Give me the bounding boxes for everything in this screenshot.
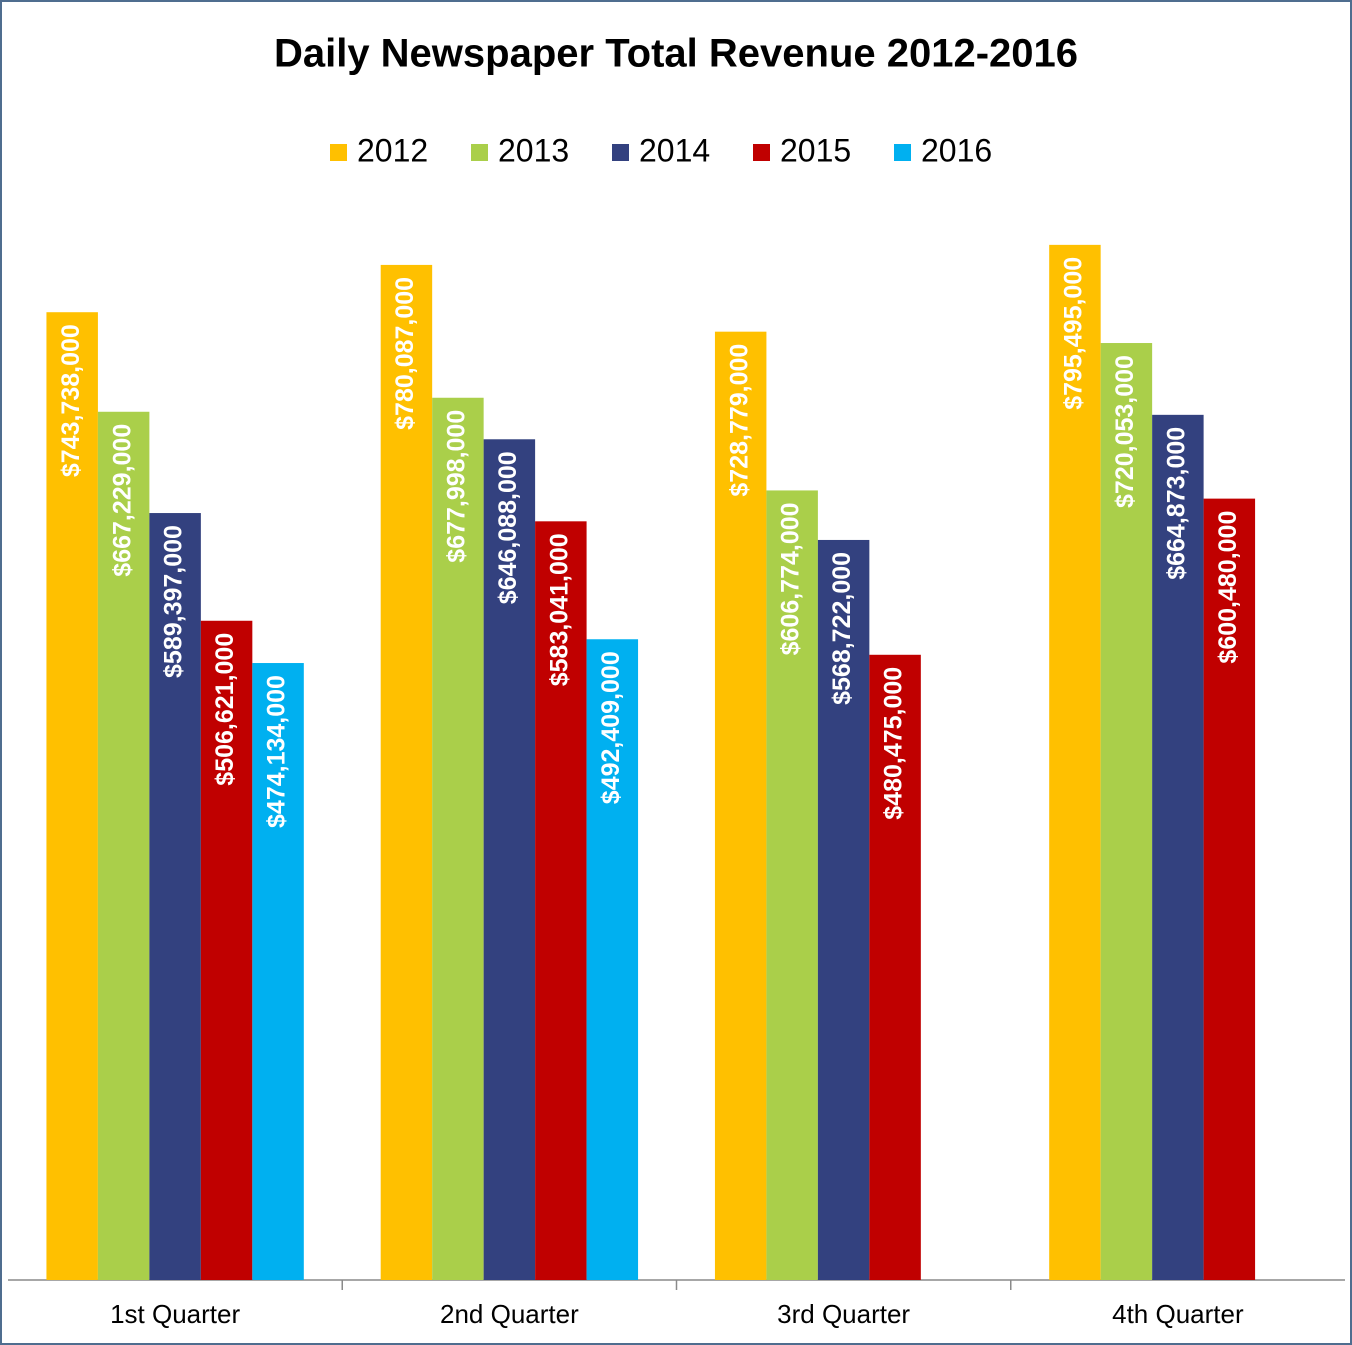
legend-swatch [753, 144, 770, 161]
bar [1152, 414, 1204, 1281]
x-tick-label: 4th Quarter [1112, 1299, 1244, 1329]
bar [714, 331, 767, 1280]
value-label: $720,053,000 [1111, 355, 1139, 508]
x-tick-label: 2nd Quarter [440, 1299, 579, 1329]
bar [1203, 498, 1256, 1281]
x-tick-label: 3rd Quarter [777, 1299, 910, 1329]
value-label: $606,774,000 [777, 502, 805, 655]
x-tick-label: 1st Quarter [110, 1299, 240, 1329]
bar [817, 539, 870, 1280]
bar [766, 490, 818, 1281]
legend-label: 2016 [921, 132, 992, 168]
bar [97, 411, 150, 1280]
legend-swatch [330, 144, 347, 161]
bar [1100, 343, 1153, 1281]
value-label: $677,998,000 [443, 410, 471, 563]
legend-label: 2014 [639, 132, 710, 168]
bar [869, 654, 921, 1280]
legend-swatch [894, 144, 911, 161]
bar [432, 397, 484, 1280]
value-label: $480,475,000 [880, 667, 908, 820]
value-label: $780,087,000 [391, 277, 419, 430]
legend-label: 2013 [498, 132, 569, 168]
value-label: $506,621,000 [211, 633, 239, 786]
legend-swatch [471, 144, 488, 161]
value-label: $492,409,000 [597, 651, 625, 804]
legend-swatch [612, 144, 629, 161]
bar [586, 639, 639, 1280]
value-label: $795,495,000 [1060, 257, 1088, 410]
bar [252, 663, 304, 1280]
value-label: $474,134,000 [263, 675, 291, 828]
value-label: $583,041,000 [545, 533, 573, 686]
legend-label: 2012 [357, 132, 428, 168]
value-label: $646,088,000 [494, 451, 522, 604]
bar [149, 513, 201, 1280]
bar [200, 620, 253, 1280]
bar [380, 264, 433, 1280]
bar [1049, 244, 1101, 1280]
value-label: $664,873,000 [1162, 427, 1190, 580]
value-label: $568,722,000 [828, 552, 856, 705]
bar [483, 439, 536, 1281]
value-label: $589,397,000 [160, 525, 188, 678]
value-label: $743,738,000 [57, 324, 85, 477]
value-label: $600,480,000 [1214, 511, 1242, 664]
bar [46, 312, 98, 1280]
legend-label: 2015 [780, 132, 851, 168]
value-label: $667,229,000 [108, 424, 136, 577]
bar [535, 521, 587, 1280]
value-label: $728,779,000 [725, 344, 753, 497]
chart-title: Daily Newspaper Total Revenue 2012-2016 [274, 32, 1078, 76]
